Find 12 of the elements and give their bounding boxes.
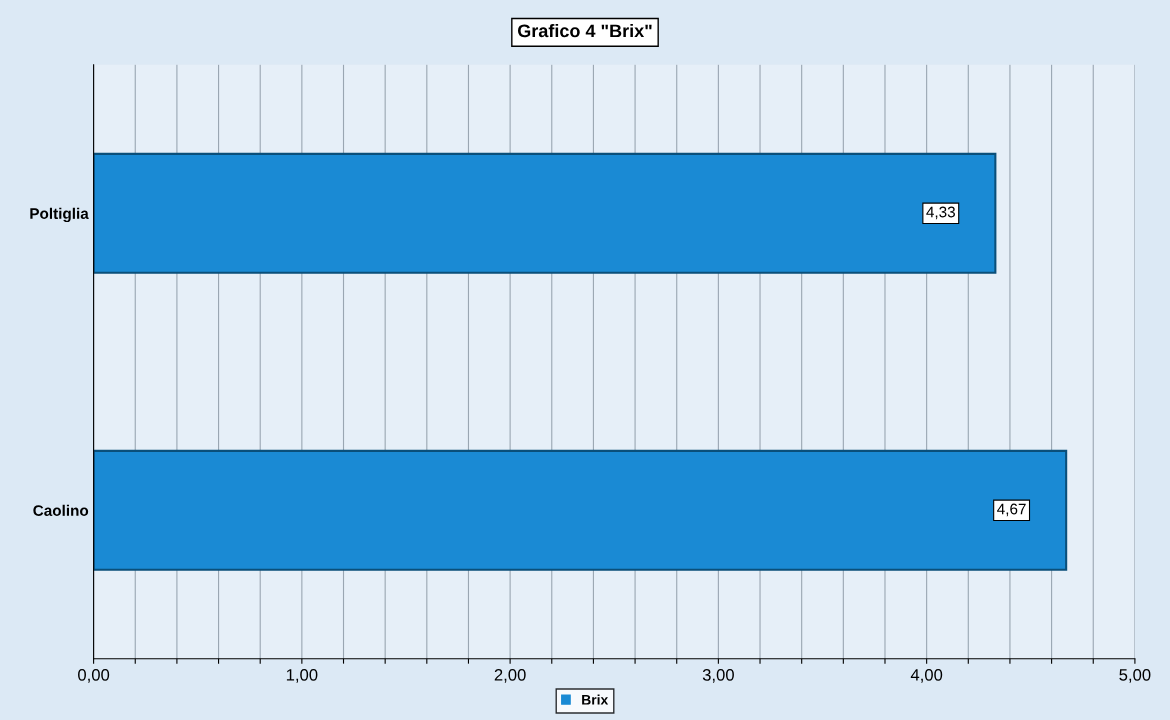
x-tick-label: 5,00 (1119, 668, 1151, 683)
legend-label: Brix (582, 694, 609, 705)
x-tick-label: 0,00 (78, 668, 110, 683)
data-label: 4,33 (926, 206, 955, 220)
y-tick-label: Poltiglia (30, 207, 89, 223)
chart-title: Grafico 4 "Brix" (517, 23, 652, 38)
x-tick-label: 3,00 (702, 668, 734, 683)
data-label: 4,67 (997, 503, 1026, 517)
x-tick-label: 1,00 (286, 668, 318, 683)
x-tick-label: 2,00 (494, 668, 526, 683)
y-tick-label: Caolino (33, 504, 89, 516)
x-tick-label: 4,00 (910, 668, 943, 683)
